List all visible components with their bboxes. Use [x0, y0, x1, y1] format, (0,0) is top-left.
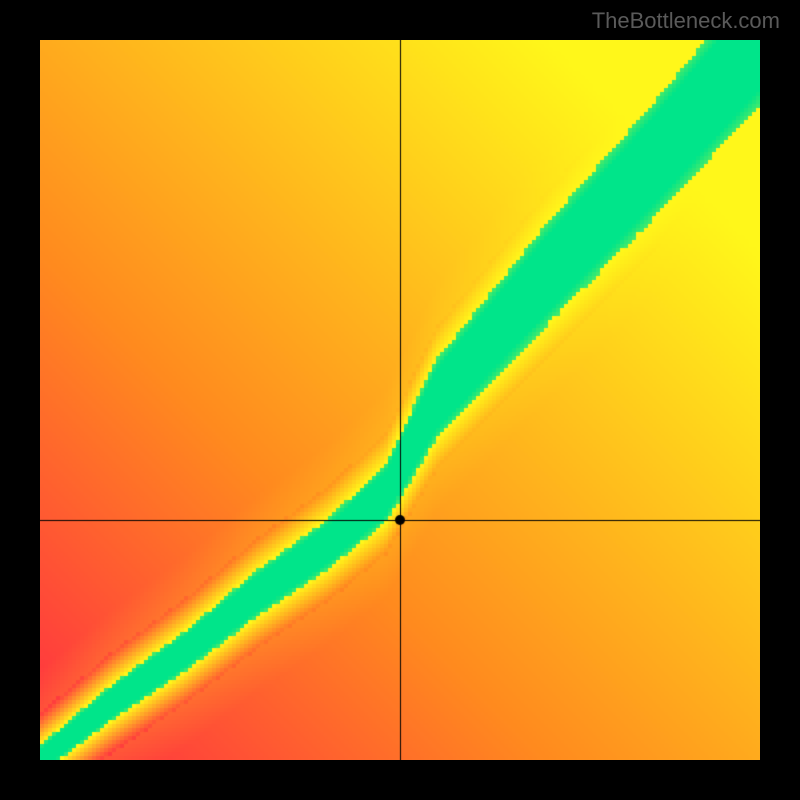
chart-container: TheBottleneck.com: [0, 0, 800, 800]
watermark-text: TheBottleneck.com: [592, 8, 780, 34]
plot-frame: [40, 40, 760, 760]
heatmap-canvas: [40, 40, 760, 760]
